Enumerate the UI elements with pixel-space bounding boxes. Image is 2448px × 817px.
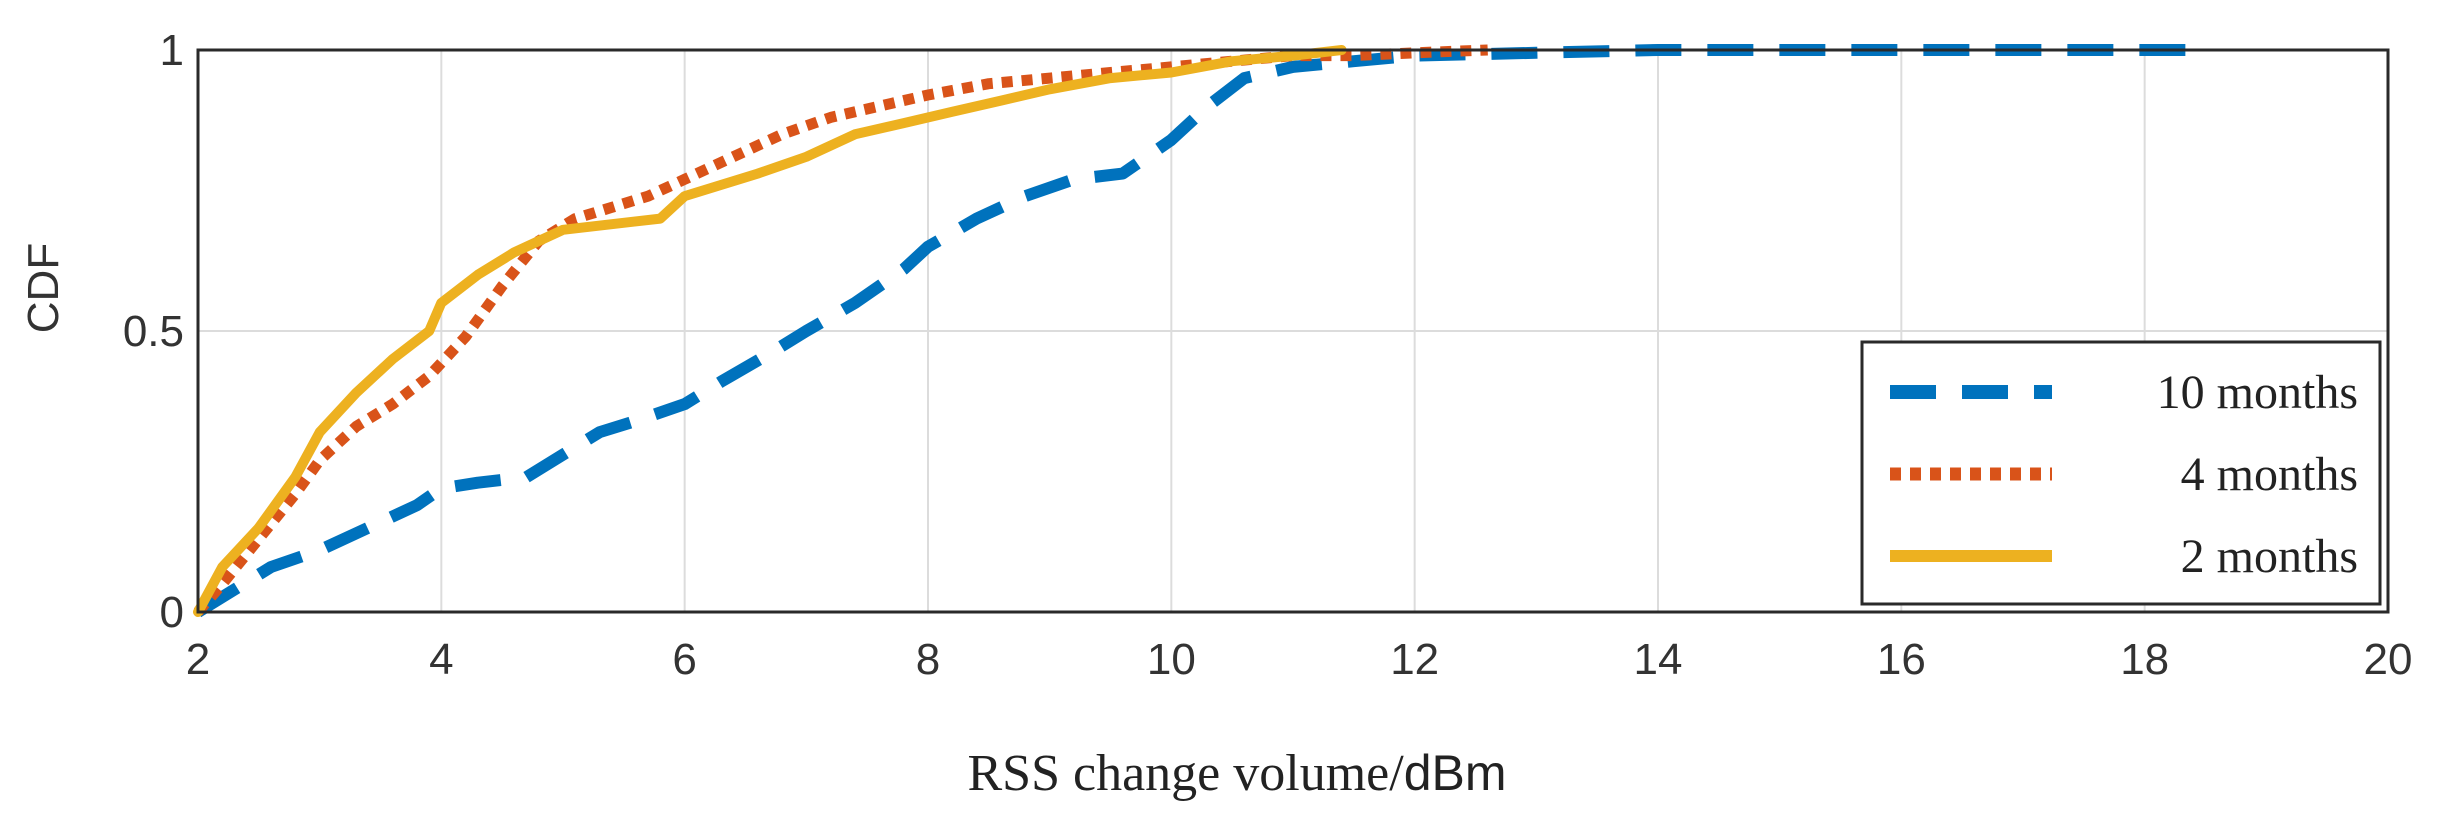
y-tick-label: 0.5 <box>123 307 184 356</box>
x-tick-label: 12 <box>1390 635 1439 684</box>
x-tick-label: 18 <box>2120 635 2169 684</box>
series-lines <box>193 44 2194 618</box>
x-tick-label: 6 <box>672 635 696 684</box>
legend: 10 months 4 months 2 months <box>1860 340 2382 606</box>
x-tick-label: 4 <box>429 635 453 684</box>
x-tick-label: 20 <box>2364 635 2413 684</box>
y-tick-label: 1 <box>160 26 184 75</box>
x-axis-label: RSS change volume/dBm <box>968 745 1507 802</box>
y-tick-label: 0 <box>160 588 184 637</box>
series-line-10-months <box>194 44 2194 618</box>
x-tick-label: 2 <box>186 635 210 684</box>
x-tick-label: 14 <box>1634 635 1683 684</box>
x-tick-label: 10 <box>1147 635 1196 684</box>
y-tick-labels: 00.51 <box>123 26 184 637</box>
y-axis-label: CDF <box>19 243 68 333</box>
x-tick-label: 16 <box>1877 635 1926 684</box>
x-axis-label-main: RSS change volume/ <box>968 745 1405 802</box>
legend-label: 10 months <box>2157 366 2358 419</box>
series-line-2-months <box>193 45 1347 617</box>
x-tick-label: 8 <box>916 635 940 684</box>
x-axis-label-unit: dBm <box>1404 745 1507 801</box>
plot-frame <box>196 48 2390 614</box>
legend-label: 2 months <box>2181 530 2358 583</box>
legend-label: 4 months <box>2181 448 2358 501</box>
x-tick-labels: 2 4 6 8 10 12 14 16 18 20 <box>186 635 2413 684</box>
